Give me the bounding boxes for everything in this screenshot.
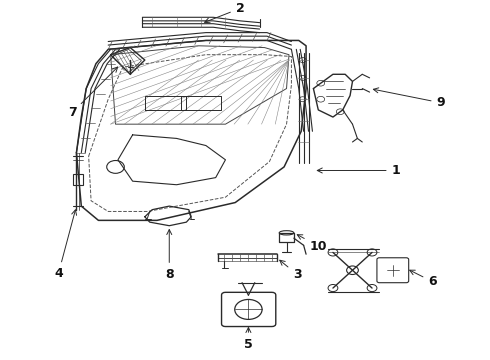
- Text: 10: 10: [297, 235, 327, 252]
- Text: 7: 7: [68, 67, 118, 119]
- FancyBboxPatch shape: [221, 292, 276, 327]
- Circle shape: [317, 80, 325, 86]
- Ellipse shape: [279, 231, 294, 235]
- Circle shape: [336, 109, 344, 114]
- Circle shape: [346, 266, 358, 275]
- Circle shape: [367, 284, 377, 292]
- Text: 3: 3: [280, 260, 301, 281]
- Text: 5: 5: [244, 328, 253, 351]
- Bar: [73, 174, 83, 185]
- Circle shape: [328, 249, 338, 256]
- Circle shape: [299, 58, 306, 63]
- Text: 4: 4: [54, 210, 76, 280]
- Circle shape: [299, 75, 306, 80]
- Text: 9: 9: [373, 88, 445, 109]
- Circle shape: [299, 97, 306, 102]
- Text: 2: 2: [205, 2, 245, 23]
- FancyBboxPatch shape: [377, 258, 409, 283]
- Text: 1: 1: [317, 164, 400, 177]
- Circle shape: [367, 249, 377, 256]
- Circle shape: [317, 96, 325, 102]
- Circle shape: [328, 284, 338, 292]
- Circle shape: [235, 300, 262, 319]
- Text: 8: 8: [165, 230, 173, 281]
- Circle shape: [107, 161, 124, 173]
- Text: 6: 6: [410, 270, 437, 288]
